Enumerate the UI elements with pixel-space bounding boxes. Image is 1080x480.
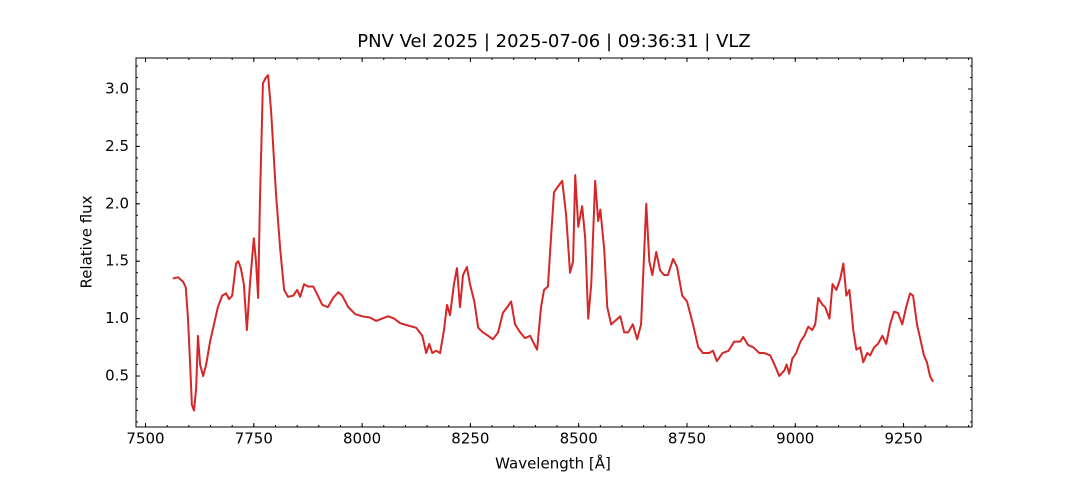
x-tick-label: 7500: [126, 430, 164, 448]
x-tick-label: 7750: [235, 430, 273, 448]
spectrum-line: [172, 74, 934, 412]
x-tick-label: 9000: [776, 430, 814, 448]
x-tick-label: 9250: [884, 430, 922, 448]
y-tick-label: 1.5: [105, 252, 129, 270]
x-tick-label: 8750: [668, 430, 706, 448]
y-tick-label: 3.0: [105, 79, 129, 97]
x-tick-label: 8250: [451, 430, 489, 448]
y-tick-label: 2.0: [105, 194, 129, 212]
y-tick-label: 2.5: [105, 137, 129, 155]
y-tick-label: 1.0: [105, 309, 129, 327]
y-axis-label: Relative flux: [78, 195, 96, 288]
x-tick-label: 8500: [560, 430, 598, 448]
y-tick-label: 0.5: [105, 367, 129, 385]
plot-frame: [135, 57, 973, 428]
x-axis-label: Wavelength [Å]: [495, 454, 611, 473]
chart-title: PNV Vel 2025 | 2025-07-06 | 09:36:31 | V…: [357, 31, 751, 52]
x-tick-label: 8000: [343, 430, 381, 448]
